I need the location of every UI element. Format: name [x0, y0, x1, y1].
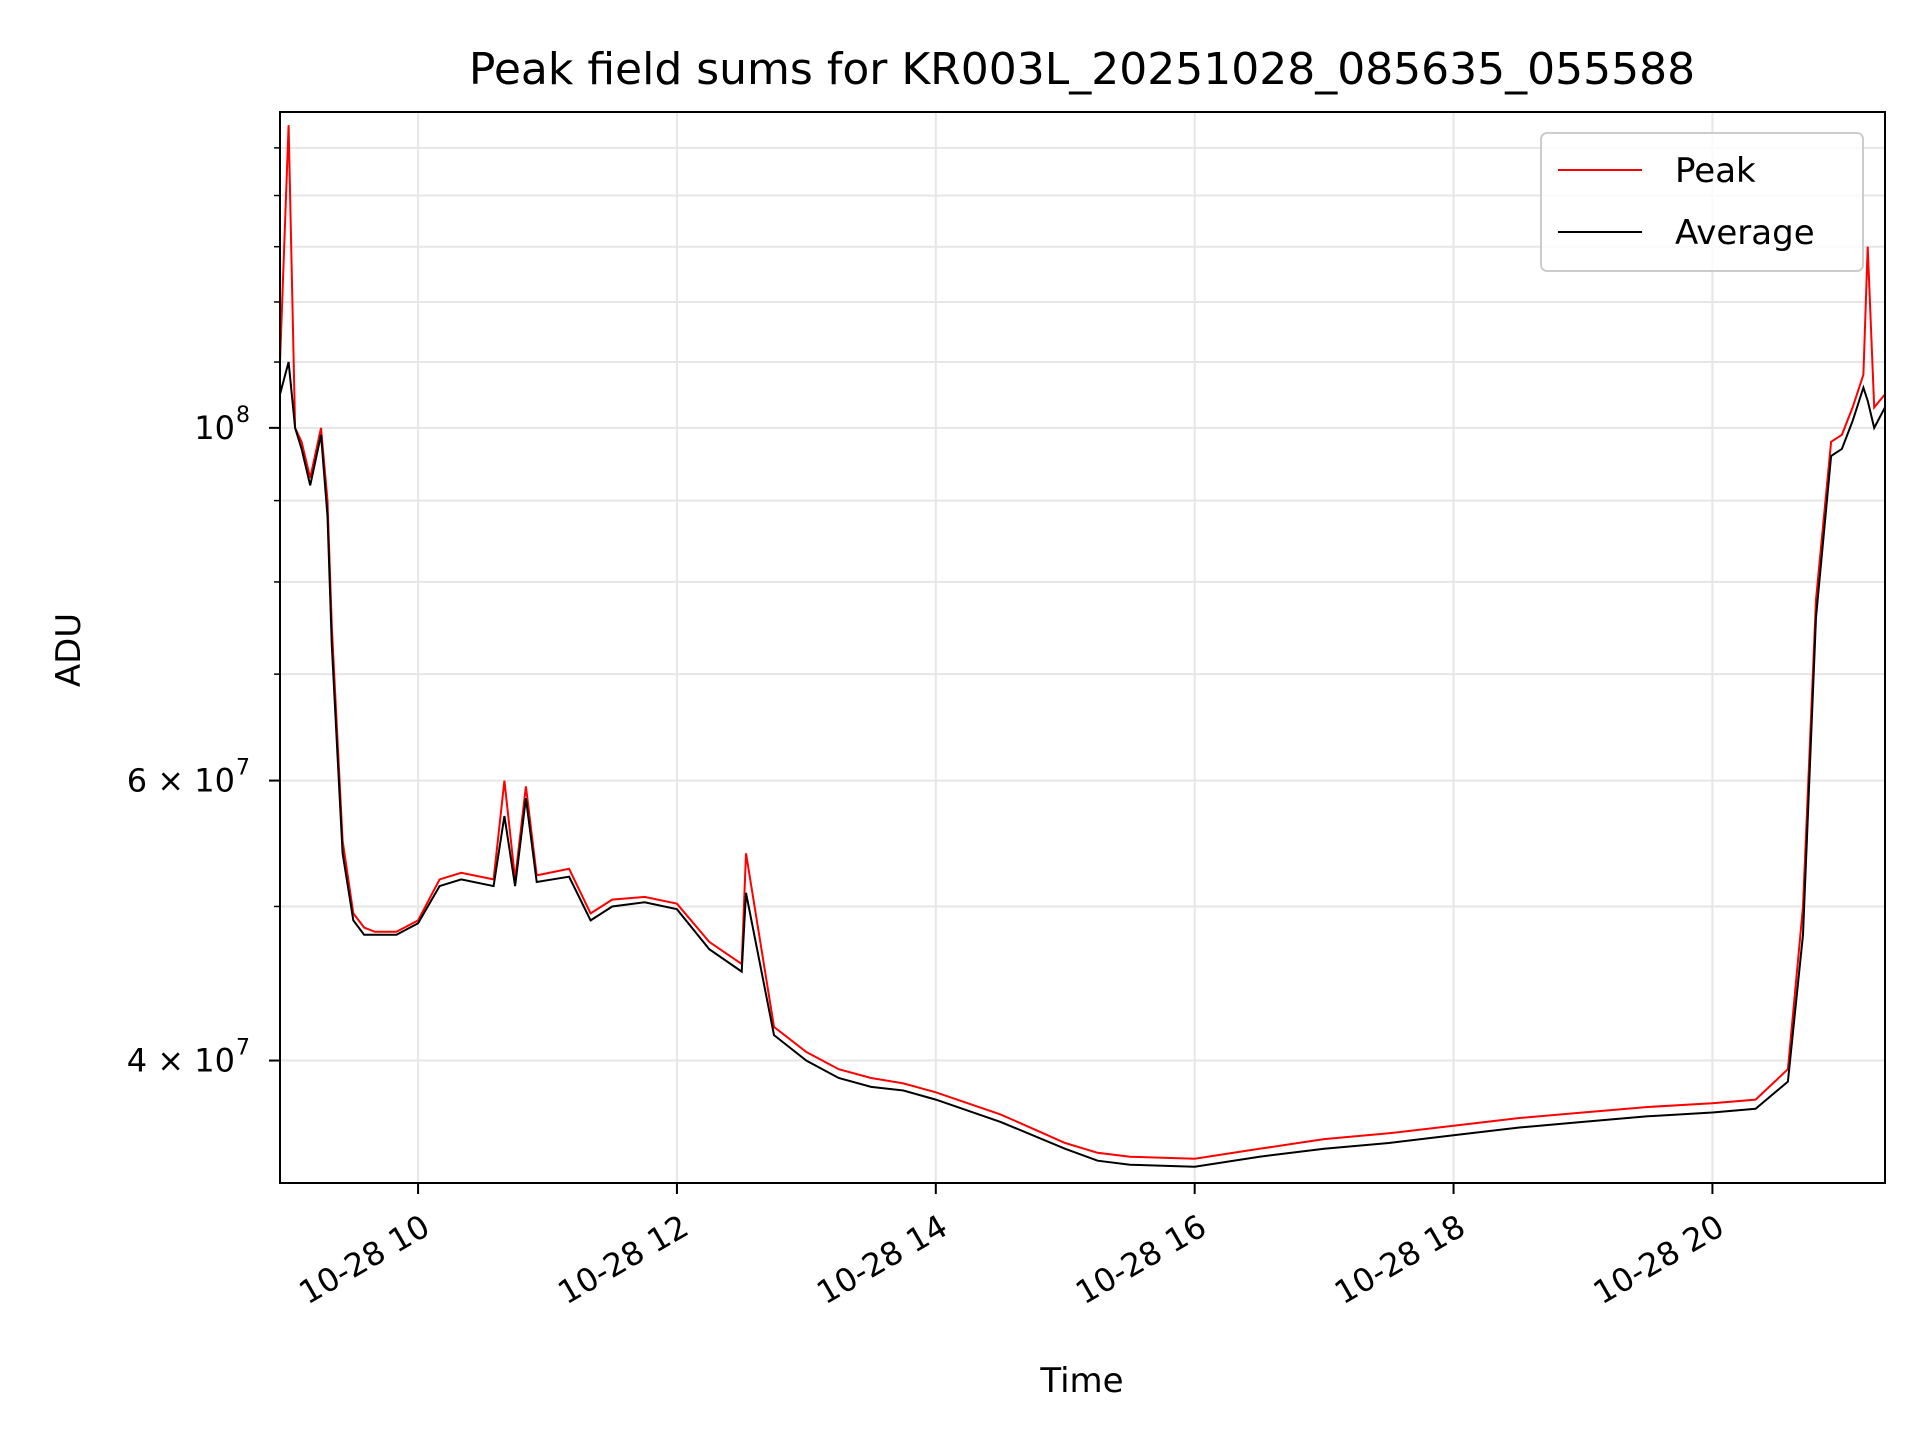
series-line-peak: [280, 125, 1885, 1160]
y-tick-label: 4 × 10: [127, 1042, 235, 1080]
legend: Peak Average: [1540, 132, 1864, 272]
plot-frame: [279, 111, 1886, 1184]
y-axis-label: ADU: [49, 613, 89, 687]
x-tick-label: 10-28 20: [1587, 1207, 1731, 1312]
x-tick-label: 10-28 18: [1328, 1207, 1472, 1312]
x-tick-label: 10-28 12: [551, 1207, 695, 1312]
x-axis: 10-28 10 10-28 12 10-28 14 10-28 16 10-28 18…: [292, 1183, 1730, 1312]
legend-label-peak: Peak: [1675, 151, 1756, 191]
y-tick-exponent: 7: [236, 756, 250, 781]
y-axis: 10 86 × 10 74 × 10 7: [127, 147, 280, 1080]
x-axis-label: Time: [1039, 1361, 1123, 1401]
x-tick-label: 10-28 10: [292, 1207, 436, 1312]
plot-area: [280, 125, 1885, 1168]
grid-lines: [280, 112, 1885, 1183]
y-tick-label: 6 × 10: [127, 762, 235, 800]
x-tick-label: 10-28 16: [1069, 1207, 1213, 1312]
y-tick-label: 10: [194, 409, 235, 447]
y-tick-exponent: 7: [236, 1036, 250, 1061]
y-tick-exponent: 8: [236, 403, 250, 428]
legend-box: [1540, 132, 1864, 272]
x-tick-label: 10-28 14: [810, 1207, 954, 1312]
chart-title: Peak field sums for KR003L_20251028_0856…: [469, 44, 1695, 95]
series-line-average: [280, 361, 1885, 1168]
legend-label-average: Average: [1675, 213, 1815, 253]
